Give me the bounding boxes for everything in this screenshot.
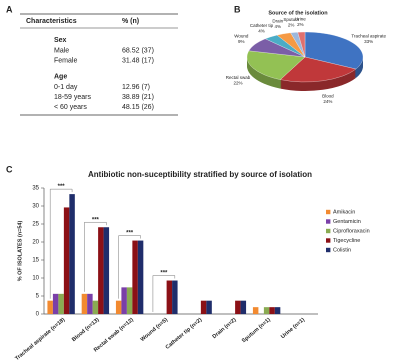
panel-label: B (234, 4, 241, 14)
legend-label: Colistin (333, 247, 351, 253)
bar (87, 293, 93, 314)
legend-swatch (326, 228, 331, 234)
slice (297, 31, 306, 58)
bar (126, 287, 133, 314)
table-header: % (n) (122, 18, 139, 25)
legend-label: Amikacin (333, 209, 355, 215)
bar (172, 280, 178, 314)
slice-label: Urine (295, 16, 306, 21)
slice (304, 31, 364, 70)
chart-title: Antibiotic non-suceptibility stratified … (88, 170, 312, 179)
table-cell: < 60 years (54, 104, 87, 111)
slice (246, 50, 306, 80)
table-cell: 0-1 day (54, 84, 78, 91)
bar (269, 307, 275, 314)
table-cell: 12.96 (7) (122, 84, 150, 91)
bar (235, 300, 241, 314)
slice-label: Drain (272, 19, 283, 24)
significance-label: *** (92, 217, 100, 223)
panel-label: C (6, 164, 13, 174)
chart-title: Source of the isolation (268, 10, 328, 16)
table-cell: 68.52 (37) (122, 47, 154, 54)
slice-label: Wound (234, 33, 249, 38)
table-cell: Female (54, 57, 77, 64)
table-group: Age (54, 73, 67, 80)
significance-label: *** (160, 271, 168, 277)
slice-value-label: 2% (288, 22, 295, 27)
bar (200, 300, 207, 314)
y-tick-label: 30 (32, 204, 39, 210)
bar (98, 227, 104, 314)
bar (252, 307, 259, 314)
bar (206, 300, 212, 314)
slice-label: Tracheal aspirate (351, 33, 386, 38)
significance-bracket (84, 221, 107, 292)
panel-label: A (6, 4, 13, 14)
table-cell: 18-59 years (54, 94, 91, 101)
bar (263, 307, 270, 314)
bar (240, 300, 247, 314)
y-axis-label: % OF ISOLATES (n=54) (17, 221, 23, 282)
y-tick-label: 35 (32, 186, 39, 192)
bar (92, 300, 99, 314)
legend-label: Tigecycline (333, 238, 360, 244)
slice-label: Rectal swab (226, 75, 251, 80)
y-tick-label: 10 (32, 276, 39, 282)
slice-value-label: 4% (275, 24, 282, 29)
slice-label: Sputum (283, 17, 299, 22)
bar (137, 240, 144, 314)
table-cell: 38.89 (21) (122, 94, 154, 101)
y-tick-label: 20 (32, 240, 39, 246)
table-cell: 31.48 (17) (122, 57, 154, 64)
bar (81, 293, 88, 314)
significance-bracket (152, 275, 176, 312)
table-group: Sex (54, 37, 67, 44)
y-tick-label: 15 (32, 258, 39, 264)
table-cell: 48.15 (26) (122, 104, 154, 111)
bar (52, 293, 59, 314)
significance-label: *** (58, 184, 66, 190)
bar (103, 227, 110, 314)
slice-label: Blood (322, 93, 334, 98)
legend-label: Gentamicin (333, 219, 361, 225)
bar (115, 300, 122, 314)
slice (279, 56, 357, 83)
bar (166, 280, 173, 314)
table-cell: Male (54, 47, 69, 54)
y-tick-label: 0 (36, 312, 40, 318)
bar (58, 293, 64, 314)
bar (132, 240, 138, 314)
bar (121, 287, 127, 314)
y-tick-label: 25 (32, 222, 39, 228)
table-header: Characteristics (26, 18, 77, 25)
significance-bracket (118, 235, 141, 299)
slice-value-label: 24% (323, 99, 332, 104)
bar (63, 207, 70, 314)
bar (69, 194, 75, 314)
slice-value-label: 22% (234, 81, 243, 86)
legend-swatch (326, 247, 331, 253)
legend-label: Ciprofloraxacin (333, 228, 370, 234)
significance-bracket (49, 188, 73, 299)
bar (47, 300, 53, 314)
slice-value-label: 2% (297, 22, 304, 27)
y-tick-label: 5 (36, 294, 40, 300)
slice-label: Catheter tip (250, 23, 274, 28)
significance-label: *** (126, 231, 134, 237)
slice-value-label: 33% (364, 39, 373, 44)
legend-swatch (326, 238, 331, 243)
legend-swatch (326, 219, 331, 224)
legend-swatch (326, 209, 331, 215)
bar (274, 307, 281, 314)
slice-value-label: 9% (238, 39, 245, 44)
slice-value-label: 4% (258, 28, 265, 33)
